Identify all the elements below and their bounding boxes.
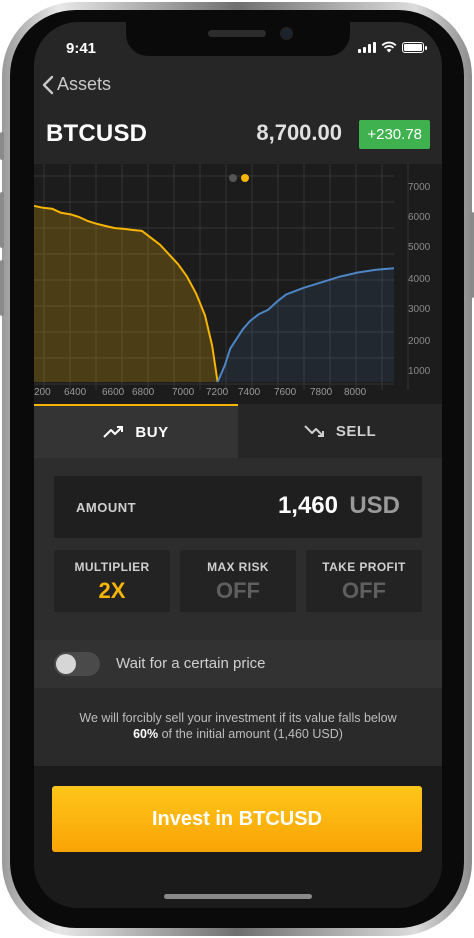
risk-note: We will forcibly sell your investment if… <box>34 688 442 766</box>
risk-note-line1: We will forcibly sell your investment if… <box>79 711 397 725</box>
signal-icon <box>358 41 376 53</box>
x-tick-label: 8000 <box>344 387 367 398</box>
speaker <box>208 30 266 37</box>
price-change-badge: +230.78 <box>359 120 430 149</box>
back-button[interactable]: Assets <box>42 74 111 95</box>
wifi-icon <box>381 41 397 53</box>
toggle-knob <box>56 654 76 674</box>
y-tick-label: 2000 <box>408 336 431 347</box>
amount-value: 1,460 <box>277 492 338 519</box>
battery-icon <box>402 41 427 53</box>
risk-note-line2: 60% of the initial amount (1,460 USD) <box>34 726 442 742</box>
x-tick-label: 7800 <box>310 387 333 398</box>
x-tick-label: 6400 <box>64 387 87 398</box>
bottom-bar: Invest in BTCUSD <box>34 766 442 908</box>
x-tick-label: 6600 <box>102 387 125 398</box>
trend-down-icon <box>304 425 324 437</box>
page-dot-active <box>241 174 249 182</box>
amount-field[interactable]: AMOUNT 1,460 USD <box>54 476 422 538</box>
ask-depth-line <box>216 267 395 383</box>
notch <box>126 22 350 56</box>
risk-percent: 60% <box>133 727 159 741</box>
home-indicator <box>164 894 312 899</box>
wait-price-row: Wait for a certain price <box>34 640 442 688</box>
y-tick-label: 6000 <box>408 212 431 223</box>
x-tick-label: 7600 <box>274 387 297 398</box>
multiplier-value: 2X <box>98 578 126 603</box>
depth-chart[interactable]: 7000 6000 5000 4000 3000 2000 1000 200 6400 6600 6… <box>34 164 442 404</box>
page-dot <box>229 174 237 182</box>
y-tick-label: 4000 <box>408 274 431 285</box>
asset-price: 8,700.00 <box>256 120 342 145</box>
app-screen: 9:41 Assets BTCUSD 8,700.00 +230.78 7000… <box>34 22 442 908</box>
bid-depth-line <box>34 204 219 383</box>
back-label: Assets <box>57 74 112 94</box>
risk-note-line2-text: of the initial amount (1,460 USD) <box>158 727 343 741</box>
depth-chart-svg: 7000 6000 5000 4000 3000 2000 1000 200 6400 6600 6… <box>34 164 431 398</box>
tab-sell-label: SELL <box>335 422 377 440</box>
order-panel: AMOUNT 1,460 USD MULTIPLIER 2X MAX RISK … <box>34 458 442 640</box>
x-tick-label: 6800 <box>132 387 155 398</box>
take-profit-label: TAKE PROFIT <box>322 560 406 574</box>
max-risk-label: MAX RISK <box>207 560 269 574</box>
x-tick-label: 7000 <box>172 387 195 398</box>
x-tick-label: 200 <box>34 387 51 398</box>
asset-symbol: BTCUSD <box>46 120 148 147</box>
mute-switch <box>0 132 4 160</box>
multiplier-label: MULTIPLIER <box>74 560 150 574</box>
wait-price-label: Wait for a certain price <box>116 655 266 672</box>
volume-up-button <box>0 192 4 248</box>
tab-buy-label: BUY <box>135 423 169 441</box>
x-tick-label: 7200 <box>206 387 229 398</box>
bid-depth-area <box>34 205 218 382</box>
y-tick-label: 5000 <box>408 242 431 253</box>
y-tick-label: 3000 <box>408 304 431 315</box>
take-profit-option[interactable]: TAKE PROFIT OFF <box>306 550 422 612</box>
status-icons <box>358 41 427 53</box>
tab-buy[interactable]: BUY <box>34 404 238 458</box>
status-time: 9:41 <box>66 40 97 57</box>
amount-label: AMOUNT <box>76 500 137 515</box>
trade-tabs: BUY SELL <box>34 404 442 458</box>
max-risk-option[interactable]: MAX RISK OFF <box>180 550 296 612</box>
max-risk-value: OFF <box>216 578 260 603</box>
multiplier-option[interactable]: MULTIPLIER 2X <box>54 550 170 612</box>
chevron-left-icon <box>42 75 54 94</box>
trend-up-icon <box>103 426 124 438</box>
volume-down-button <box>0 260 4 316</box>
y-tick-label: 1000 <box>408 366 431 377</box>
power-button <box>470 212 474 298</box>
x-tick-label: 7400 <box>238 387 261 398</box>
invest-button[interactable]: Invest in BTCUSD <box>52 786 422 852</box>
y-tick-label: 7000 <box>408 182 431 193</box>
amount-currency: USD <box>349 492 400 519</box>
take-profit-value: OFF <box>342 578 386 603</box>
tab-sell[interactable]: SELL <box>238 404 442 458</box>
camera <box>280 27 293 40</box>
ask-depth-area <box>217 268 394 382</box>
wait-price-toggle[interactable] <box>54 652 100 676</box>
